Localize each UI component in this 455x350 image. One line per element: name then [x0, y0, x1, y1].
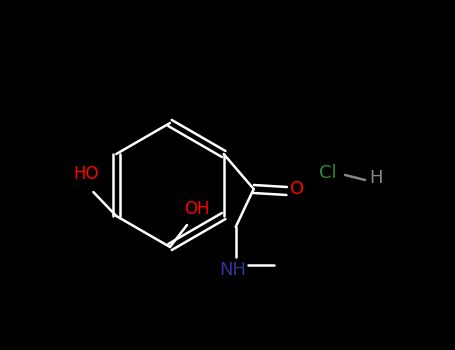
- Text: O: O: [290, 180, 304, 198]
- Text: Cl: Cl: [319, 164, 337, 182]
- Text: HO: HO: [74, 165, 99, 183]
- Text: NH: NH: [219, 261, 246, 279]
- Text: OH: OH: [184, 200, 210, 218]
- Text: H: H: [369, 169, 383, 187]
